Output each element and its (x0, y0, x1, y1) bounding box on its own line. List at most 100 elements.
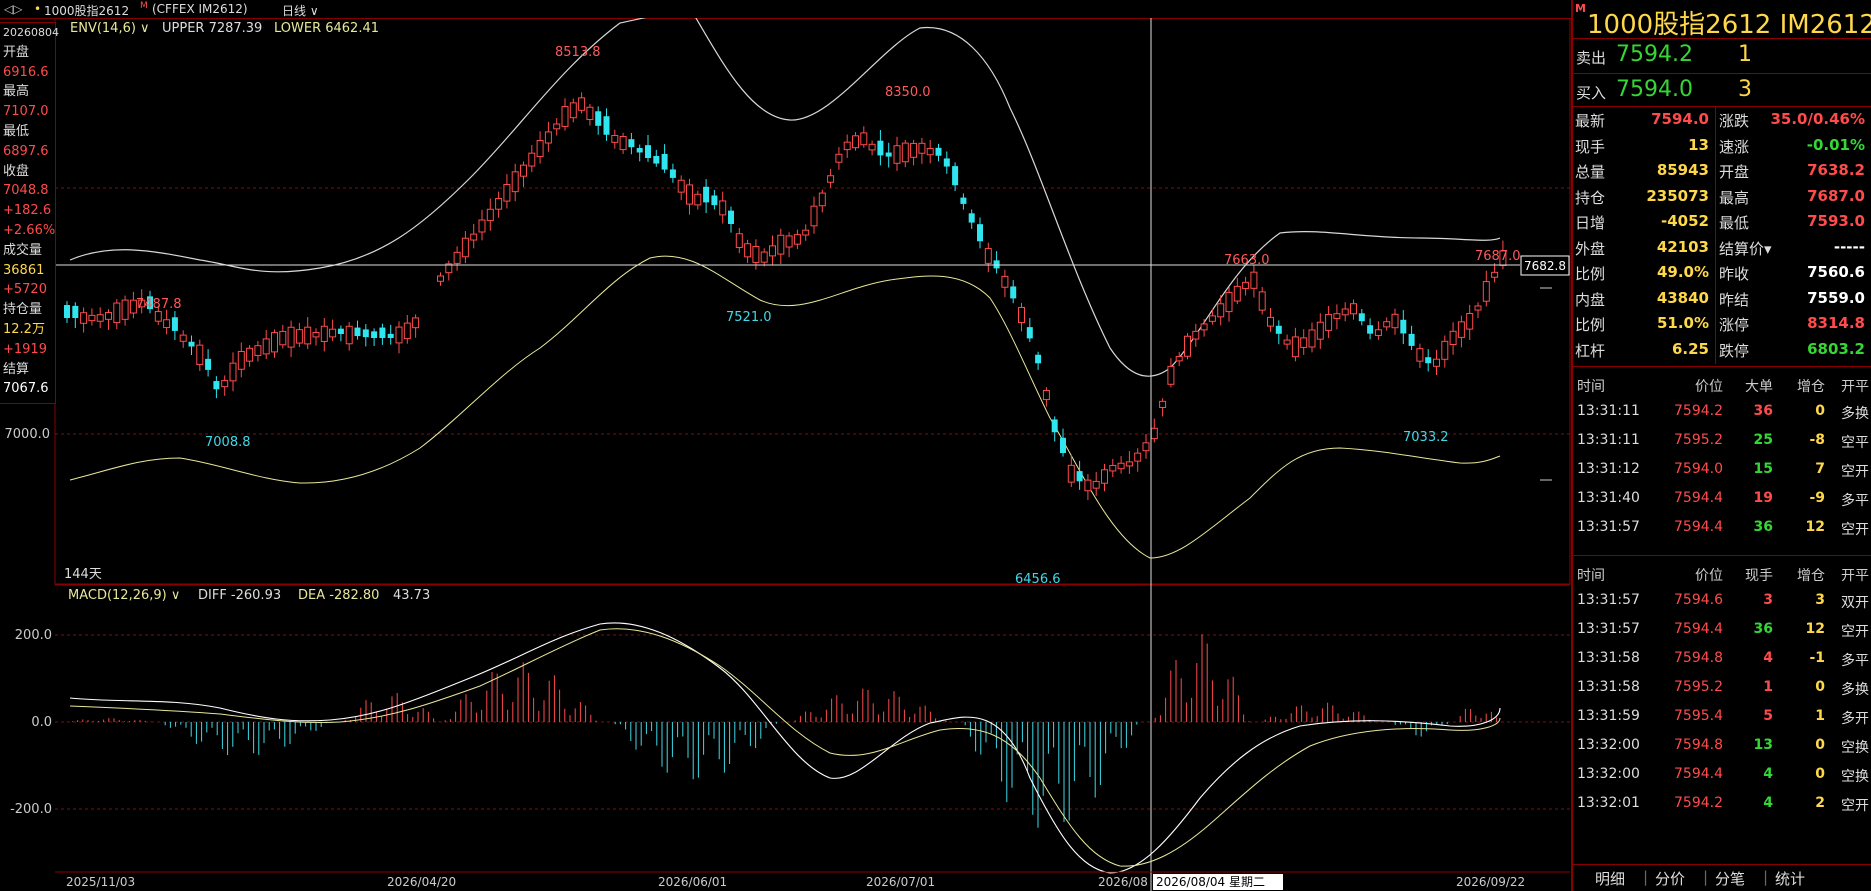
stat-value: 7687.0 (1807, 186, 1865, 205)
tab-detail[interactable]: 明细 (1595, 870, 1626, 888)
candle-body (320, 325, 328, 342)
info-oi-value: 12.2万 (3, 321, 45, 337)
candle-body (1060, 437, 1066, 453)
candle-body (312, 332, 320, 338)
candle-body (412, 317, 420, 329)
stat-label: 比例 (1575, 316, 1606, 334)
cursor-date-badge (1153, 874, 1283, 890)
price-badge-text: 7682.8 (1524, 259, 1566, 273)
candle-body (113, 302, 121, 324)
candle-body (246, 347, 254, 362)
candle-body (486, 208, 494, 222)
candle-body (860, 132, 868, 146)
candle-body (645, 145, 651, 158)
x-axis-label: 2026/07/01 (866, 875, 935, 889)
stat-value: ----- (1833, 237, 1865, 256)
candle-body (1026, 327, 1033, 339)
macd-indicator-name[interactable]: MACD(12,26,9) ∨ (68, 588, 180, 603)
tab-tick[interactable]: 分笔 (1715, 870, 1746, 888)
candle-body (977, 224, 983, 242)
candle-body (569, 102, 577, 119)
main-panel-frame (54, 18, 1571, 585)
candle-body (147, 296, 153, 310)
stat-label: 总量 (1575, 163, 1606, 181)
candle-body (802, 229, 810, 236)
cell-d: 2 (1815, 795, 1825, 811)
candle-body (254, 345, 262, 356)
candle-body (1010, 286, 1017, 299)
cell-t: 13:32:01 (1577, 795, 1640, 811)
stat-value: 8314.8 (1807, 314, 1865, 332)
candle-body (852, 135, 859, 149)
cell-q: 15 (1753, 461, 1773, 477)
sell-qty: 1 (1738, 42, 1752, 67)
main-contract-badge: M (1575, 2, 1586, 15)
cell-p: 7595.4 (1674, 708, 1723, 724)
stat-value: 7594.0 (1651, 110, 1709, 128)
cell-t: 13:31:58 (1577, 650, 1640, 666)
cell-p: 7594.2 (1674, 403, 1723, 419)
candle-body (1192, 330, 1200, 340)
candle-body (1067, 464, 1075, 483)
cell-k: 多平 (1841, 653, 1869, 669)
title-bar: ◁▷ • 1000股指2612 M (CFFEX IM2612) 日线 ∨ (0, 0, 1571, 19)
candle-body (262, 338, 270, 355)
stat-label: 内盘 (1575, 290, 1606, 309)
main-badge: M (140, 1, 148, 11)
period-selector[interactable]: 日线 ∨ (282, 4, 319, 18)
price-annotation: 8513.8 (555, 45, 601, 60)
candle-body (279, 330, 287, 346)
price-annotation: 7008.8 (205, 435, 251, 450)
stat-label: 开盘 (1719, 163, 1750, 181)
env-indicator-name[interactable]: ENV(14,6) ∨ (70, 21, 150, 36)
cell-q: 36 (1753, 621, 1773, 637)
candle-body (893, 145, 901, 164)
candle-body (952, 166, 959, 186)
price-annotation: 7687.0 (1475, 249, 1521, 264)
chart-area[interactable]: 7000.0 200.0 0.0 -200.0 7682.8 8513.8 83… (0, 18, 1571, 891)
candle-body (653, 155, 660, 164)
cell-q: 3 (1763, 592, 1773, 608)
candle-body (1101, 469, 1108, 484)
info-oi-change: +1919 (3, 341, 47, 357)
cell-d: 3 (1815, 592, 1825, 608)
cell-t: 13:31:11 (1577, 403, 1640, 419)
stat-value: 51.0% (1656, 314, 1709, 332)
cell-d: 12 (1805, 621, 1825, 637)
back-forward-icon[interactable]: ◁▷ (4, 2, 23, 16)
tab-stats[interactable]: 统计 (1775, 870, 1806, 888)
candle-body (1175, 356, 1183, 362)
candle-body (603, 116, 610, 135)
candle-body (1341, 308, 1349, 316)
settle-price-dropdown[interactable]: 结算价▾ (1719, 239, 1772, 258)
candle-body (1018, 306, 1025, 324)
tab-separator: | (1703, 868, 1709, 886)
candle-body (1416, 348, 1424, 362)
cell-p: 7594.4 (1674, 519, 1723, 535)
stat-label: 涨停 (1719, 316, 1750, 334)
candle-body (1042, 389, 1050, 401)
x-axis-label: 2025/11/03 (66, 875, 135, 889)
quote-panel: M 1000股指2612 IM2612 卖出 7594.2 1 买入 7594.… (1571, 0, 1871, 891)
cell-p: 7594.0 (1674, 461, 1723, 477)
candle-body (968, 213, 975, 223)
stat-value: 235073 (1646, 186, 1709, 205)
macd-dea-value: DEA -282.80 (298, 588, 379, 603)
candle-body (868, 143, 876, 151)
cell-t: 13:31:12 (1577, 461, 1640, 477)
cell-k: 空开 (1841, 798, 1869, 814)
price-annotation: 7487.8 (136, 297, 182, 312)
cell-q: 4 (1763, 650, 1773, 666)
candle-body (877, 140, 884, 156)
stat-value: -4052 (1661, 212, 1709, 230)
candle-body (918, 142, 926, 154)
cell-p: 7594.8 (1674, 737, 1723, 753)
candle-body (445, 263, 453, 274)
tab-price[interactable]: 分价 (1655, 870, 1686, 888)
price-annotation: 7663.0 (1224, 253, 1270, 268)
stat-value: 7593.0 (1807, 212, 1865, 230)
buy-price: 7594.0 (1616, 77, 1693, 102)
candle-body (105, 312, 112, 320)
cell-k: 空开 (1841, 624, 1869, 640)
candle-body (661, 153, 668, 170)
